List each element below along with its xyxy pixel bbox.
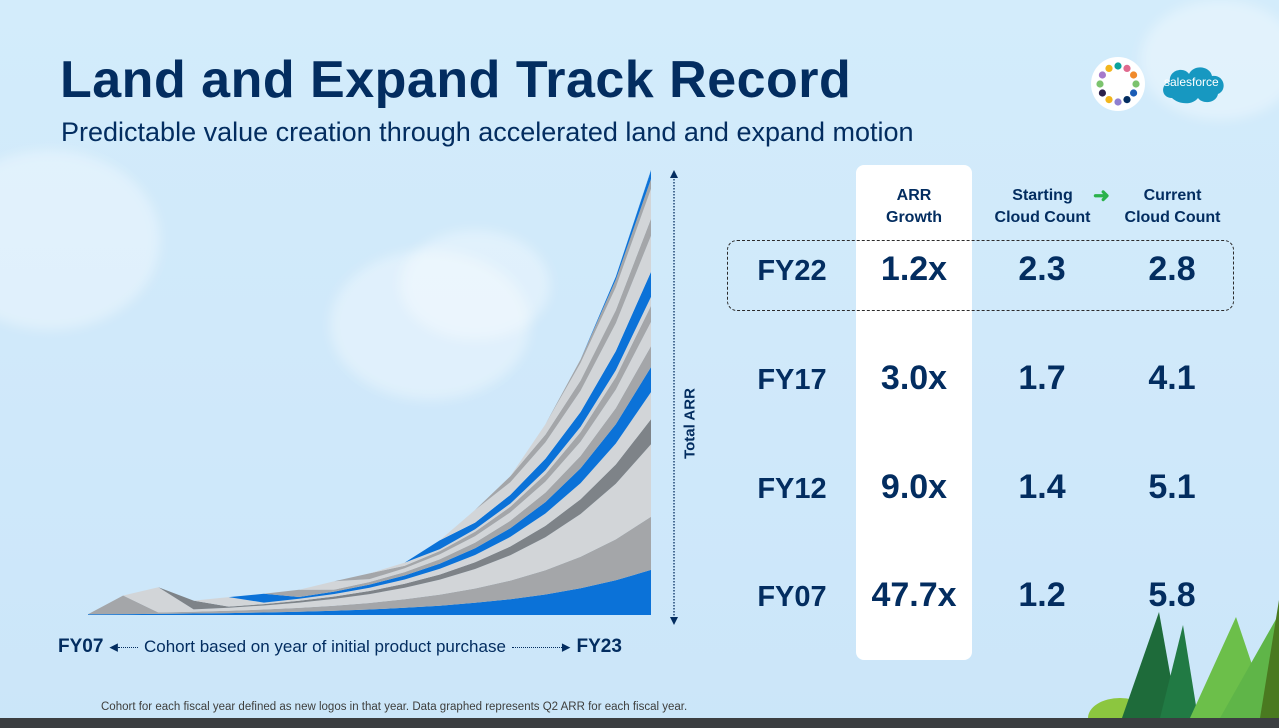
logo-dot [1123, 95, 1131, 104]
cell-arr-growth: 3.0x [880, 359, 948, 397]
x-axis-label: Cohort based on year of initial product … [143, 637, 506, 656]
header-line: Cloud Count [1124, 209, 1221, 226]
cell-starting: 2.3 [1018, 250, 1066, 288]
total-arr-axis-arrow [670, 170, 678, 625]
logo-dot [1105, 95, 1113, 104]
row-year-label: FY07 [757, 581, 827, 613]
header-line: Growth [886, 209, 942, 226]
cell-current: 5.8 [1148, 576, 1196, 614]
cell-starting: 1.7 [1018, 359, 1066, 397]
logo-dot [1123, 64, 1131, 73]
row-year-label: FY22 [757, 255, 827, 287]
header-line: Starting [1012, 187, 1073, 204]
x-axis-end-label: FY23 [576, 636, 622, 657]
logo-dot [1114, 98, 1122, 106]
row-year-label: FY17 [757, 364, 827, 396]
logo-dot [1098, 89, 1107, 97]
salesforce-cloud-icon [1163, 67, 1224, 104]
cohort-band-fy07 [88, 569, 651, 615]
salesforce-logo: salesforce [1158, 60, 1228, 106]
cohort-band-fy09 [88, 444, 651, 615]
fy22-row-highlight-box [727, 240, 1234, 311]
cohort-band-fy08 [88, 516, 651, 615]
header-line: Cloud Count [994, 209, 1091, 226]
cloud-decoration [330, 250, 530, 400]
cohort-arr-stacked-area-chart [88, 170, 678, 625]
x-axis-start-label: FY07 [58, 636, 104, 657]
header-starting-cloud-count: Starting Cloud Count [985, 185, 1100, 229]
color-dots-logo [1091, 57, 1145, 111]
logo-dot [1129, 71, 1138, 79]
right-arrow-icon: ▸ [511, 637, 570, 657]
green-arrow-icon: ➜ [1093, 185, 1110, 207]
left-arrow-icon: ◂ [109, 637, 138, 657]
arr-growth-highlight-column [856, 165, 972, 660]
header-current-cloud-count: Current Cloud Count [1115, 185, 1230, 229]
footnote: Cohort for each fiscal year defined as n… [101, 701, 688, 713]
header-line: ARR [896, 187, 932, 204]
cell-arr-growth: 1.2x [880, 250, 948, 288]
logo-dot [1098, 71, 1107, 79]
y-axis-label: Total ARR [681, 388, 699, 459]
logo-dot [1114, 62, 1122, 70]
page-title: Land and Expand Track Record [60, 51, 852, 109]
row-year-label: FY12 [757, 473, 827, 505]
cell-current: 5.1 [1148, 468, 1196, 506]
bottom-bar [0, 718, 1279, 728]
cell-arr-growth: 47.7x [871, 576, 957, 614]
cell-starting: 1.2 [1018, 576, 1066, 614]
cell-current: 4.1 [1148, 359, 1196, 397]
logo-dot [1132, 80, 1140, 88]
x-axis-caption: FY07 ◂ Cohort based on year of initial p… [58, 636, 622, 658]
logo-dot [1129, 89, 1138, 97]
page-subtitle: Predictable value creation through accel… [61, 117, 914, 147]
cloud-decoration [400, 230, 550, 340]
cell-current: 2.8 [1148, 250, 1196, 288]
cell-starting: 1.4 [1018, 468, 1066, 506]
logo-dot [1096, 80, 1104, 88]
header-line: Current [1143, 187, 1202, 204]
salesforce-logo-text: salesforce [1164, 75, 1219, 89]
cell-arr-growth: 9.0x [880, 468, 948, 506]
header-arr-growth: ARR Growth [864, 185, 964, 229]
trees-illustration [1088, 600, 1279, 718]
logo-dot [1105, 64, 1113, 73]
